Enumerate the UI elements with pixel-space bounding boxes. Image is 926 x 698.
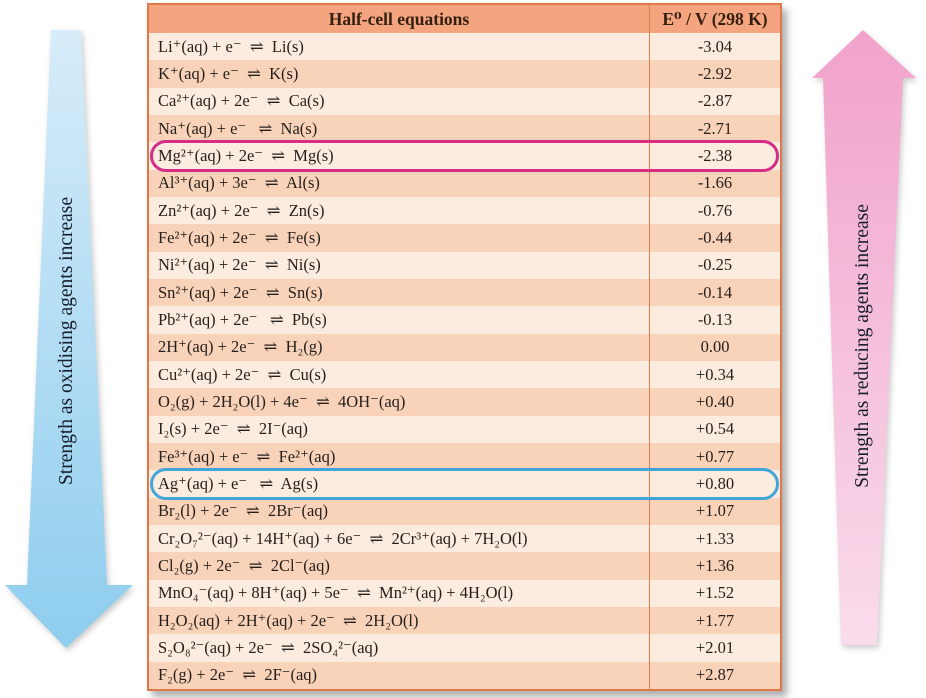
table-row: Mg²⁺(aq) + 2e⁻ ⇌ Mg(s) -2.38 [149,140,780,172]
table-row: O₂(g) + 2H₂O(l) + 4e⁻ ⇌ 4OH⁻(aq) +0.40 [149,388,780,416]
table-header-row: Half-cell equations E⁰ / V (298 K) [149,5,780,33]
equation-cell: Br₂(l) + 2e⁻ ⇌ 2Br⁻(aq) [149,497,650,525]
table-row: Cr₂O₇²⁻(aq) + 14H⁺(aq) + 6e⁻ ⇌ 2Cr³⁺(aq)… [149,524,780,553]
potential-cell: -2.71 [697,118,733,138]
equation-cell: F₂(g) + 2e⁻ ⇌ 2F⁻(aq) [149,661,650,689]
equation-cell: Zn²⁺(aq) + 2e⁻ ⇌ Zn(s) [149,196,650,225]
equation-cell: K⁺(aq) + e⁻ ⇌ K(s) [149,60,650,88]
potential-cell: +0.34 [695,364,735,384]
table-row: Cu²⁺(aq) + 2e⁻ ⇌ Cu(s) +0.34 [149,360,780,389]
equation-cell: H₂O₂(aq) + 2H⁺(aq) + 2e⁻ ⇌ 2H₂O(l) [149,606,650,635]
potential-cell: -1.66 [697,173,733,193]
down-arrow-shape [5,30,133,648]
potential-cell: +1.52 [695,583,735,603]
potential-cell: +0.80 [695,473,735,493]
equation-cell: Mg²⁺(aq) + 2e⁻ ⇌ Mg(s) [149,142,650,170]
table-row: F₂(g) + 2e⁻ ⇌ 2F⁻(aq) +2.87 [149,661,780,689]
potential-cell: -0.44 [697,227,733,247]
potential-cell: -0.25 [697,255,733,275]
potential-cell: -2.92 [697,63,733,83]
table-row: S₂O₈²⁻(aq) + 2e⁻ ⇌ 2SO₄²⁻(aq) +2.01 [149,634,780,662]
potential-cell: +1.07 [695,501,735,521]
reducing-strength-label: Strength as reducing agents increase [852,204,873,488]
table-row: Ni²⁺(aq) + 2e⁻ ⇌ Ni(s) -0.25 [149,251,780,279]
equation-cell: Cl₂(g) + 2e⁻ ⇌ 2Cl⁻(aq) [149,552,650,580]
potential-cell: +1.77 [695,610,735,630]
standard-potential-header: E⁰ / V (298 K) [662,8,768,29]
table-row: Al³⁺(aq) + 3e⁻ ⇌ Al(s) -1.66 [149,169,780,197]
potential-cell: -2.38 [697,145,733,165]
potential-cell: +1.33 [695,528,735,548]
equation-cell: Cr₂O₇²⁻(aq) + 14H⁺(aq) + 6e⁻ ⇌ 2Cr³⁺(aq)… [149,524,650,553]
table-row: Na⁺(aq) + e⁻ ⇌ Na(s) -2.71 [149,114,780,143]
table-row: H₂O₂(aq) + 2H⁺(aq) + 2e⁻ ⇌ 2H₂O(l) +1.77 [149,606,780,635]
table-row: Ca²⁺(aq) + 2e⁻ ⇌ Ca(s) -2.87 [149,87,780,115]
table-row: Ag⁺(aq) + e⁻ ⇌ Ag(s) +0.80 [149,468,780,500]
equation-cell: I₂(s) + 2e⁻ ⇌ 2I⁻(aq) [149,415,650,443]
table-row: 2H⁺(aq) + 2e⁻ ⇌ H₂(g) 0.00 [149,333,780,361]
table-row: Sn²⁺(aq) + 2e⁻ ⇌ Sn(s) -0.14 [149,278,780,307]
potential-cell: -0.76 [697,200,733,220]
potential-cell: -3.04 [697,36,733,56]
equation-cell: Li⁺(aq) + e⁻ ⇌ Li(s) [149,33,650,61]
equation-cell: O₂(g) + 2H₂O(l) + 4e⁻ ⇌ 4OH⁻(aq) [149,388,650,416]
potential-cell: +2.87 [695,665,735,685]
equation-cell: Sn²⁺(aq) + 2e⁻ ⇌ Sn(s) [149,278,650,307]
up-arrow-shape [812,30,916,645]
equation-cell: S₂O₈²⁻(aq) + 2e⁻ ⇌ 2SO₄²⁻(aq) [149,634,650,662]
equation-cell: Al³⁺(aq) + 3e⁻ ⇌ Al(s) [149,169,650,197]
oxidising-strength-arrow [5,30,133,648]
equation-cell: Pb²⁺(aq) + 2e⁻ ⇌ Pb(s) [149,306,650,334]
table-row: Fe³⁺(aq) + e⁻ ⇌ Fe²⁺(aq) +0.77 [149,442,780,471]
potential-cell: -0.13 [697,309,733,329]
table-row: Zn²⁺(aq) + 2e⁻ ⇌ Zn(s) -0.76 [149,196,780,225]
potential-cell: +0.40 [695,391,735,411]
equation-cell: Ni²⁺(aq) + 2e⁻ ⇌ Ni(s) [149,251,650,279]
table-row: K⁺(aq) + e⁻ ⇌ K(s) -2.92 [149,60,780,88]
table-row: Li⁺(aq) + e⁻ ⇌ Li(s) -3.04 [149,33,780,61]
table-row: Cl₂(g) + 2e⁻ ⇌ 2Cl⁻(aq) +1.36 [149,552,780,580]
electrode-potential-table: Half-cell equations E⁰ / V (298 K) Li⁺(a… [147,3,782,691]
equation-cell: Ca²⁺(aq) + 2e⁻ ⇌ Ca(s) [149,87,650,115]
potential-cell: +1.36 [695,555,735,575]
equation-cell: Na⁺(aq) + e⁻ ⇌ Na(s) [149,114,650,143]
table-row: Br₂(l) + 2e⁻ ⇌ 2Br⁻(aq) +1.07 [149,497,780,525]
reducing-strength-arrow [812,30,916,645]
equation-cell: 2H⁺(aq) + 2e⁻ ⇌ H₂(g) [149,333,650,361]
table-row: I₂(s) + 2e⁻ ⇌ 2I⁻(aq) +0.54 [149,415,780,443]
potential-cell: +0.54 [695,419,735,439]
potential-cell: -0.14 [697,282,733,302]
half-cell-equations-header: Half-cell equations [149,5,650,33]
potential-cell: +0.77 [695,446,735,466]
table-row: Fe²⁺(aq) + 2e⁻ ⇌ Fe(s) -0.44 [149,224,780,252]
table-row: Pb²⁺(aq) + 2e⁻ ⇌ Pb(s) -0.13 [149,306,780,334]
oxidising-strength-label: Strength as oxidising agents increase [56,196,77,486]
potential-cell: 0.00 [700,337,730,357]
equation-cell: Ag⁺(aq) + e⁻ ⇌ Ag(s) [149,470,650,498]
table-row: MnO₄⁻(aq) + 8H⁺(aq) + 5e⁻ ⇌ Mn²⁺(aq) + 4… [149,579,780,607]
equation-cell: MnO₄⁻(aq) + 8H⁺(aq) + 5e⁻ ⇌ Mn²⁺(aq) + 4… [149,579,650,607]
equation-cell: Cu²⁺(aq) + 2e⁻ ⇌ Cu(s) [149,360,650,389]
table-body: Li⁺(aq) + e⁻ ⇌ Li(s) -3.04 K⁺(aq) + e⁻ ⇌ K… [149,33,780,689]
potential-cell: -2.87 [697,91,733,111]
equation-cell: Fe³⁺(aq) + e⁻ ⇌ Fe²⁺(aq) [149,442,650,471]
equation-cell: Fe²⁺(aq) + 2e⁻ ⇌ Fe(s) [149,224,650,252]
potential-cell: +2.01 [695,637,735,657]
